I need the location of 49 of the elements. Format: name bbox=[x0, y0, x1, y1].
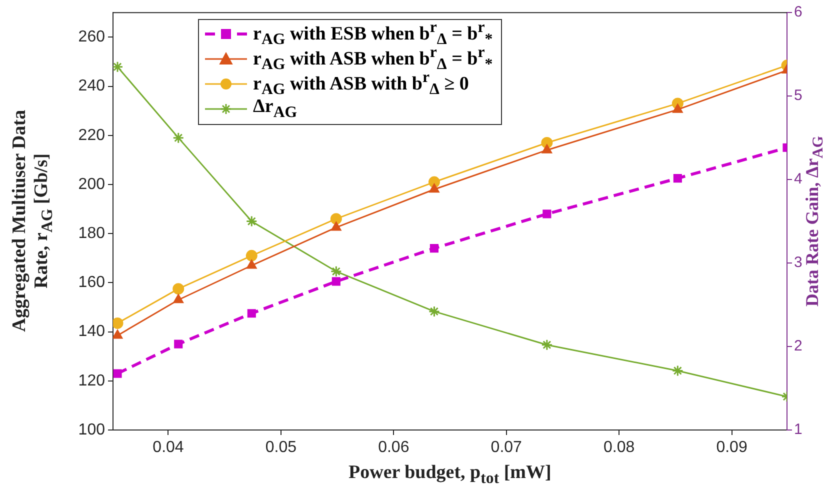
point bbox=[672, 104, 683, 113]
point bbox=[672, 364, 684, 376]
y2-tick-label: 6 bbox=[794, 4, 802, 21]
y-tick-label: 120 bbox=[78, 372, 106, 390]
point bbox=[673, 174, 682, 183]
x-tick-label: 0.04 bbox=[152, 439, 184, 456]
point bbox=[542, 144, 552, 154]
point bbox=[330, 213, 342, 225]
point bbox=[113, 369, 122, 378]
point bbox=[428, 306, 440, 318]
point bbox=[113, 317, 124, 329]
y2-tick-label: 3 bbox=[794, 254, 802, 272]
point bbox=[172, 132, 184, 144]
point bbox=[429, 184, 440, 193]
x-tick-label: 0.08 bbox=[603, 439, 635, 456]
y2-tick-label: 2 bbox=[794, 338, 802, 355]
point bbox=[330, 266, 342, 278]
point bbox=[113, 61, 124, 73]
legend-label: Δr$_{AG}$ bbox=[253, 96, 298, 122]
point bbox=[172, 283, 184, 295]
y-tick-label: 200 bbox=[78, 176, 106, 193]
y-tick-label: 180 bbox=[78, 224, 106, 242]
point bbox=[113, 330, 123, 339]
y-tick-label: 160 bbox=[78, 274, 106, 292]
x-tick-label: 0.09 bbox=[716, 439, 748, 456]
point bbox=[174, 340, 183, 348]
y2-tick-label: 5 bbox=[794, 87, 802, 104]
point bbox=[332, 277, 340, 286]
x-tick-label: 0.06 bbox=[378, 439, 410, 456]
x-tick-label: 0.07 bbox=[490, 439, 522, 456]
legend-label: r$_{AG}$ with ASB with b$^{r}$$_{Δ}$ ≥ 0 bbox=[253, 69, 469, 98]
point bbox=[246, 250, 258, 262]
x-tick-label: 0.05 bbox=[265, 439, 297, 456]
y-tick-label: 140 bbox=[78, 323, 106, 340]
y2-tick-label: 1 bbox=[794, 421, 802, 438]
point bbox=[247, 309, 256, 318]
y2-tick-label: 4 bbox=[794, 170, 802, 188]
point bbox=[246, 260, 257, 269]
y-tick-label: 100 bbox=[78, 421, 106, 438]
point bbox=[331, 222, 342, 231]
point bbox=[430, 244, 439, 253]
x-axis-title: Power budget, p$_{tot}$ [mW] bbox=[348, 462, 552, 489]
point bbox=[173, 294, 184, 304]
point bbox=[542, 210, 552, 218]
y-tick-label: 220 bbox=[78, 126, 106, 144]
point bbox=[246, 216, 258, 228]
point bbox=[541, 339, 553, 351]
y-tick-label: 260 bbox=[78, 28, 106, 46]
y-tick-label: 240 bbox=[78, 78, 106, 95]
